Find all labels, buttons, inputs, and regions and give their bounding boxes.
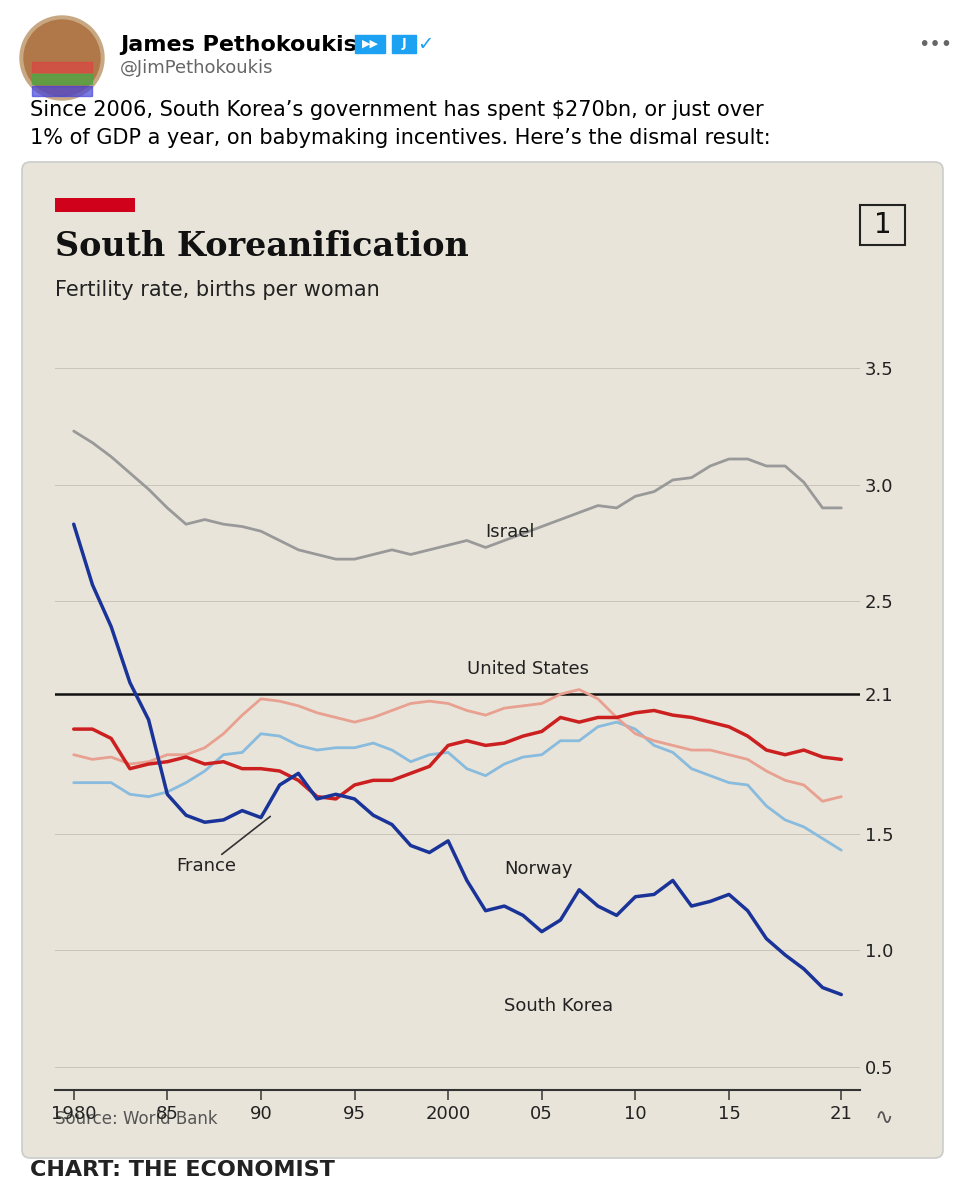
Text: 1% of GDP a year, on babymaking incentives. Here’s the dismal result:: 1% of GDP a year, on babymaking incentiv… [30,128,771,148]
Text: ∿: ∿ [875,1108,894,1128]
Bar [32,86,92,96]
Text: Israel: Israel [485,522,535,540]
Circle shape [20,16,104,100]
Text: @JimPethokoukis: @JimPethokoukis [120,59,273,77]
Bar [32,74,92,84]
Bar [32,62,92,72]
Text: Fertility rate, births per woman: Fertility rate, births per woman [55,280,380,300]
Text: CHART: THE ECONOMIST: CHART: THE ECONOMIST [30,1160,335,1180]
Bar [55,198,135,212]
Text: France: France [177,816,270,875]
Text: South Koreanification: South Koreanification [55,230,469,263]
Bar [392,35,416,53]
Bar [860,205,905,245]
Circle shape [24,20,100,96]
Text: Norway: Norway [505,860,573,878]
Text: South Korea: South Korea [505,997,614,1015]
Text: Source: World Bank: Source: World Bank [55,1110,218,1128]
Text: United States: United States [467,660,589,678]
Text: •••: ••• [918,35,952,54]
Text: 1: 1 [874,211,892,239]
Text: Since 2006, South Korea’s government has spent $270bn, or just over: Since 2006, South Korea’s government has… [30,100,763,120]
Bar [355,35,385,53]
Text: ✓: ✓ [417,35,433,54]
Text: James Pethokoukis: James Pethokoukis [120,35,357,55]
FancyBboxPatch shape [22,162,943,1158]
Text: J: J [401,37,406,50]
Text: ▶▶: ▶▶ [362,38,378,49]
